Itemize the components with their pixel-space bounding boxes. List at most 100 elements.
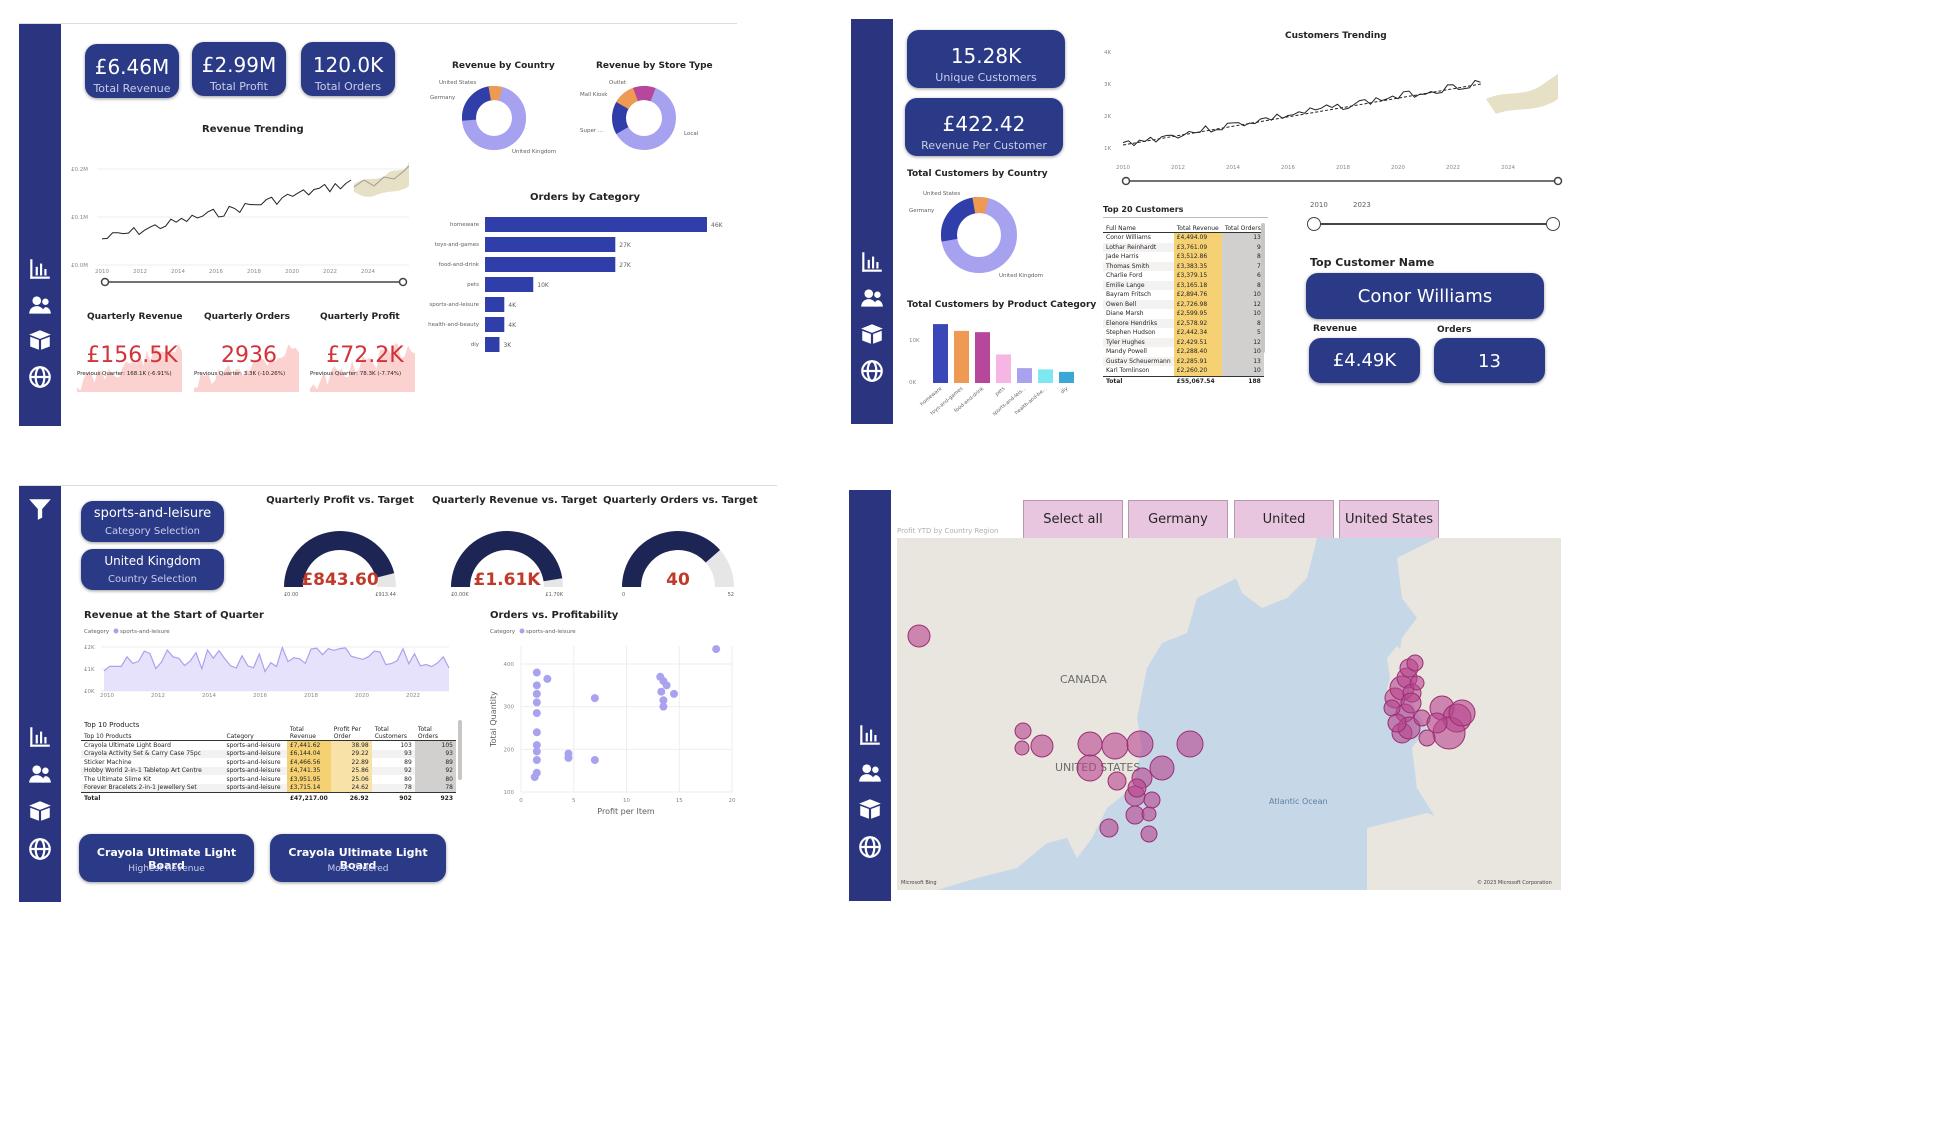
date-slicer[interactable]: 2010 2023 <box>1306 197 1566 237</box>
users-icon[interactable] <box>857 760 883 786</box>
table-row[interactable]: Bayram Fritsch £2,894.76 10 <box>1103 290 1264 300</box>
table-row[interactable]: Emilie Lange £3,165.18 8 <box>1103 280 1264 290</box>
table-row[interactable]: Owen Bell £2,726.98 12 <box>1103 299 1264 309</box>
map-bubble[interactable] <box>1107 771 1127 791</box>
gauge-fill <box>451 531 563 587</box>
users-icon[interactable] <box>27 292 53 318</box>
table-row[interactable]: Crayola Activity Set & Carry Case 75pc sp… <box>81 749 456 758</box>
map-bubble[interactable] <box>1140 825 1158 843</box>
scatter-point <box>532 681 541 690</box>
table-row[interactable]: Karl Tomlinson £2,260.20 10 <box>1103 366 1264 376</box>
map-bubble[interactable] <box>1400 692 1422 714</box>
filter-icon[interactable] <box>27 496 53 522</box>
map-bubble[interactable] <box>1030 734 1054 758</box>
bar <box>485 217 707 232</box>
slider-from[interactable]: 2010 <box>1310 201 1328 209</box>
map-bubble[interactable] <box>1409 675 1425 691</box>
globe-icon[interactable] <box>859 358 885 384</box>
chart-icon[interactable] <box>859 249 885 275</box>
chart-icon[interactable] <box>27 256 53 282</box>
gauge: 40 0 52 <box>622 531 734 598</box>
map-bubble[interactable] <box>1126 730 1154 758</box>
map-bubble[interactable] <box>1125 805 1145 825</box>
map-bubble[interactable] <box>1448 699 1476 727</box>
total-cell: 902 <box>399 794 412 802</box>
slider-handle-left <box>100 277 110 287</box>
cell-name: Elenore Hendriks <box>1106 319 1158 327</box>
globe-icon[interactable] <box>27 836 53 862</box>
users-icon[interactable] <box>859 285 885 311</box>
table-row[interactable]: Diane Marsh £2,599.95 10 <box>1103 309 1264 319</box>
table-row[interactable]: Crayola Ultimate Light Board sports-and-l… <box>81 740 456 750</box>
map-bubble[interactable] <box>1418 729 1436 747</box>
users-icon[interactable] <box>27 761 53 787</box>
quarterly-value: £156.5K <box>86 343 178 368</box>
globe-icon[interactable] <box>857 834 883 860</box>
map-bubble[interactable] <box>1077 731 1103 757</box>
table-row[interactable]: Elenore Hendriks £2,578.92 8 <box>1103 318 1264 328</box>
map-bubble[interactable] <box>1099 818 1119 838</box>
table-row[interactable]: Lothar Reinhardt £3,761.09 9 <box>1103 242 1264 252</box>
top20-scrollbar[interactable] <box>1261 223 1265 353</box>
table-row[interactable]: Mandy Powell £2,288.40 10 <box>1103 347 1264 357</box>
table-row[interactable]: Sticker Machine sports-and-leisure £4,466.… <box>81 758 456 767</box>
table-row[interactable]: Gustav Scheuermann £2,285.91 13 <box>1103 356 1264 366</box>
map-bubble[interactable] <box>1076 754 1104 782</box>
table-row[interactable]: Tyler Hughes £2,429.51 12 <box>1103 337 1264 347</box>
y-tick: 300 <box>504 705 515 711</box>
box-icon[interactable] <box>27 327 53 353</box>
table-row[interactable]: Stephen Hudson £2,442.34 5 <box>1103 328 1264 338</box>
table-row[interactable]: Forever Bracelets 2-in-1 Jewellery Set sp… <box>81 783 456 793</box>
box-icon[interactable] <box>27 798 53 824</box>
slicer-united-kingdom[interactable]: United Kingdom <box>1234 500 1334 565</box>
box-icon[interactable] <box>857 796 883 822</box>
table-cell: sports-and-leisure <box>226 741 281 749</box>
slider-to[interactable]: 2023 <box>1353 201 1371 209</box>
column-header[interactable]: Full Name <box>1103 218 1174 233</box>
column-header[interactable]: Total Revenue <box>1173 218 1222 233</box>
column-header[interactable]: Total Customers <box>371 718 415 741</box>
country-selection-card[interactable]: United Kingdom Country Selection <box>81 549 224 590</box>
map-bubble[interactable] <box>1127 778 1147 798</box>
slider-handle-left[interactable] <box>1307 217 1321 231</box>
map-bubble[interactable] <box>1141 806 1157 822</box>
gauge-max: £1.70K <box>545 592 563 598</box>
map-bubble[interactable] <box>1426 712 1448 734</box>
map-bubble[interactable] <box>1014 722 1032 740</box>
chart-icon[interactable] <box>27 724 53 750</box>
column-header[interactable]: Profit Per Order <box>330 718 372 741</box>
chart-icon[interactable] <box>857 722 883 748</box>
map-bubble[interactable] <box>1101 732 1129 760</box>
map-bubble[interactable] <box>1149 755 1175 781</box>
table-row[interactable]: Hobby World 2-in-1 Tabletop Art Centre sp… <box>81 766 456 775</box>
panel-product-detail: sports-and-leisure Category Selection Un… <box>19 485 777 902</box>
map-bubble[interactable] <box>1387 713 1407 733</box>
table-row[interactable]: Jade Harris £3,512.86 8 <box>1103 252 1264 262</box>
column-header[interactable]: Category <box>223 718 287 741</box>
cell-name: Charlie Ford <box>1106 272 1143 280</box>
box-icon[interactable] <box>859 321 885 347</box>
map-bubble[interactable] <box>1014 740 1030 756</box>
map-bubble[interactable] <box>1406 654 1424 672</box>
top10-scrollbar[interactable] <box>458 720 462 780</box>
total-cell: 26.92 <box>349 794 369 802</box>
slider-handle-right[interactable] <box>1546 217 1560 231</box>
category-selection-card[interactable]: sports-and-leisure Category Selection <box>81 501 224 542</box>
category-label: food-and-drink <box>439 262 480 268</box>
map-bubble[interactable] <box>907 624 931 648</box>
globe-icon[interactable] <box>27 364 53 390</box>
column-header[interactable]: Total Orders <box>1221 218 1264 233</box>
slicer-united-states[interactable]: United States <box>1339 500 1439 540</box>
table-row[interactable]: Charlie Ford £3,379.15 6 <box>1103 271 1264 281</box>
table-row[interactable]: Conor Williams £4,494.09 13 <box>1103 232 1264 243</box>
slicer-select-all[interactable]: Select all <box>1023 500 1123 540</box>
column-header[interactable]: Total Orders <box>414 718 456 741</box>
kpi-total-revenue: £6.46M Total Revenue <box>85 44 179 98</box>
map-bubble[interactable] <box>1143 791 1161 809</box>
map-bubble[interactable] <box>1176 730 1204 758</box>
table-row[interactable]: The Ultimate Slime Kit sports-and-leisure… <box>81 775 456 784</box>
slicer-germany[interactable]: Germany <box>1128 500 1228 540</box>
table-row[interactable]: Thomas Smith £3,383.35 7 <box>1103 261 1264 271</box>
map[interactable]: CANADA UNITED STATES Atlantic Ocean Micr… <box>897 538 1561 890</box>
column-header[interactable]: Total Revenue <box>286 718 331 741</box>
